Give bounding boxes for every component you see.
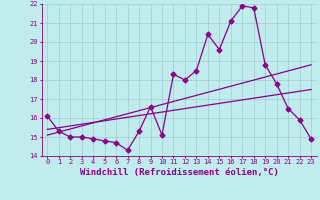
X-axis label: Windchill (Refroidissement éolien,°C): Windchill (Refroidissement éolien,°C)	[80, 168, 279, 177]
